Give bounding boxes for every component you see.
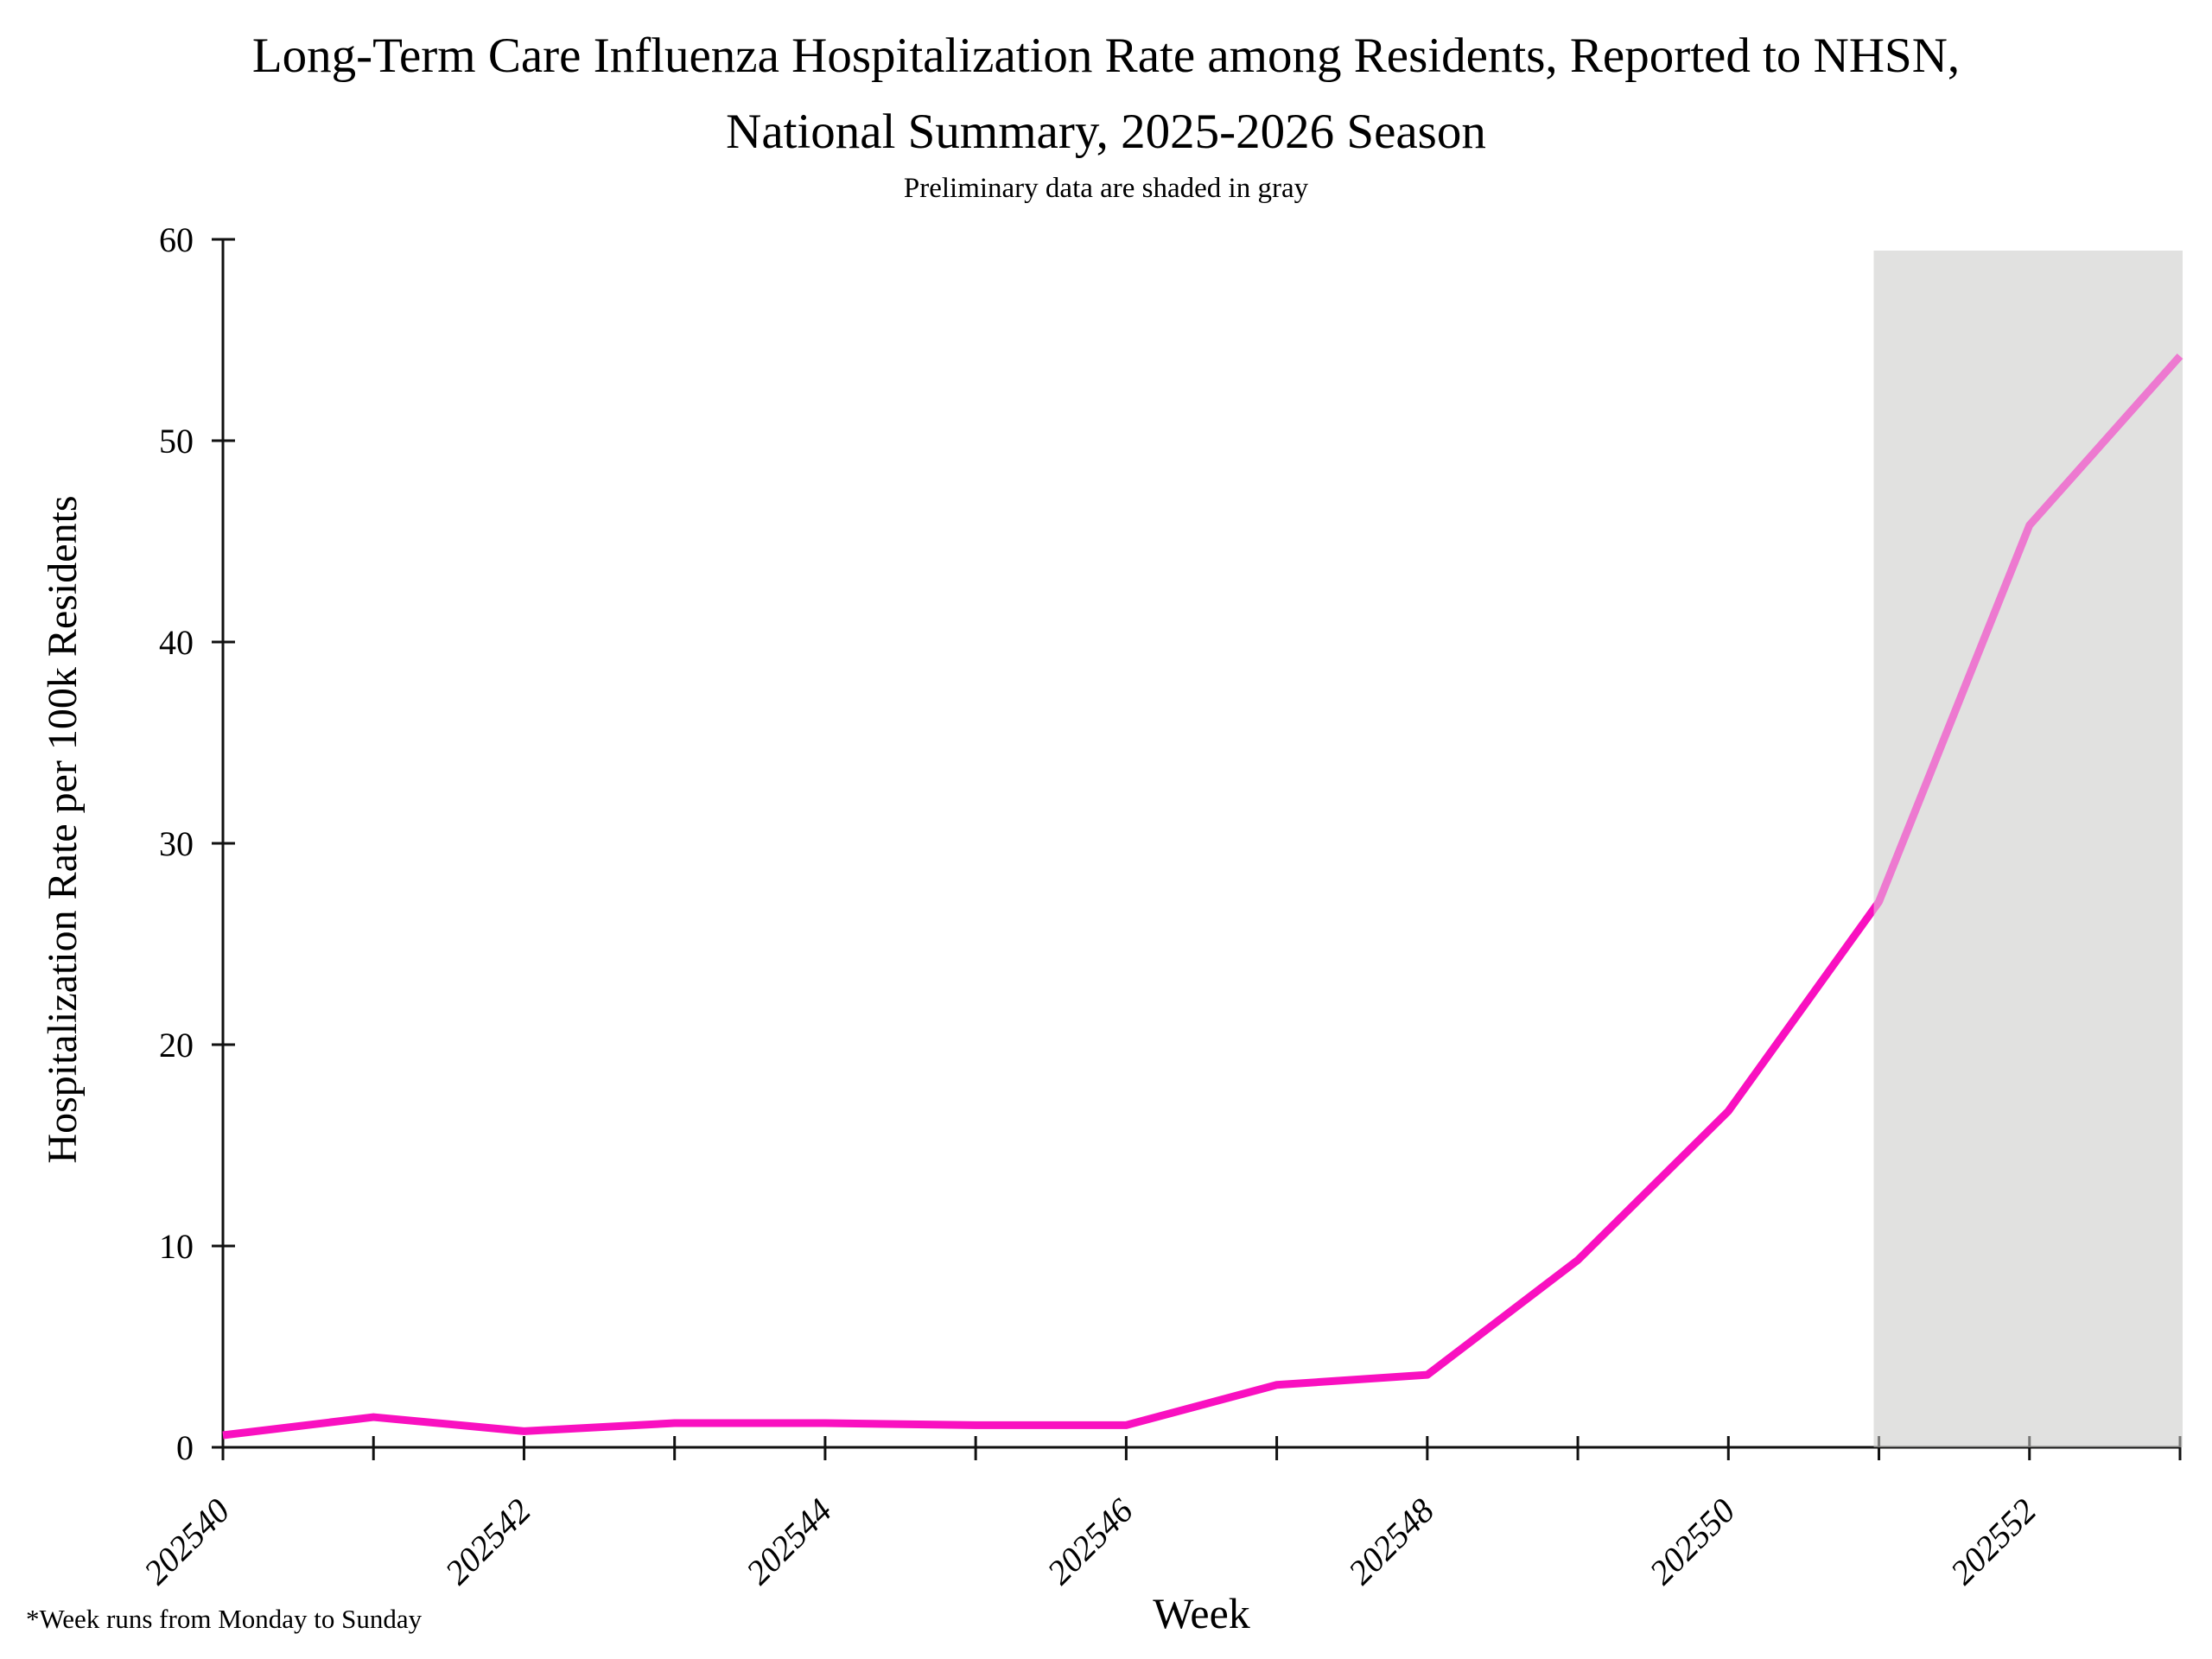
x-tick-label: 202542	[437, 1491, 538, 1592]
chart-subtitle: Preliminary data are shaded in gray	[903, 173, 1309, 204]
y-tick-label: 10	[159, 1227, 194, 1266]
x-tick-label: 202548	[1341, 1491, 1442, 1592]
y-axis-label: Hospitalization Rate per 100k Residents	[40, 495, 86, 1164]
preliminary-region-overlay	[1873, 251, 2183, 1447]
y-tick-label: 30	[159, 824, 194, 863]
y-tick-label: 20	[159, 1026, 194, 1065]
x-tick-label: 202552	[1942, 1491, 2044, 1592]
y-tick-label: 0	[176, 1428, 194, 1467]
x-tick-label: 202546	[1039, 1491, 1141, 1592]
y-tick-label: 40	[159, 623, 194, 662]
x-tick-label: 202550	[1642, 1491, 1743, 1592]
x-tick-label: 202540	[137, 1491, 238, 1592]
x-tick-label: 202544	[739, 1491, 840, 1592]
x-axis-label: Week	[1153, 1589, 1250, 1637]
y-tick-label: 60	[159, 220, 194, 259]
chart-footnote: *Week runs from Monday to Sunday	[26, 1604, 423, 1634]
chart-title-line1: Long-Term Care Influenza Hospitalization…	[251, 29, 1961, 83]
y-tick-label: 50	[159, 422, 194, 461]
chart-title-line2: National Summary, 2025-2026 Season	[726, 105, 1486, 159]
data-line	[222, 353, 2183, 1440]
